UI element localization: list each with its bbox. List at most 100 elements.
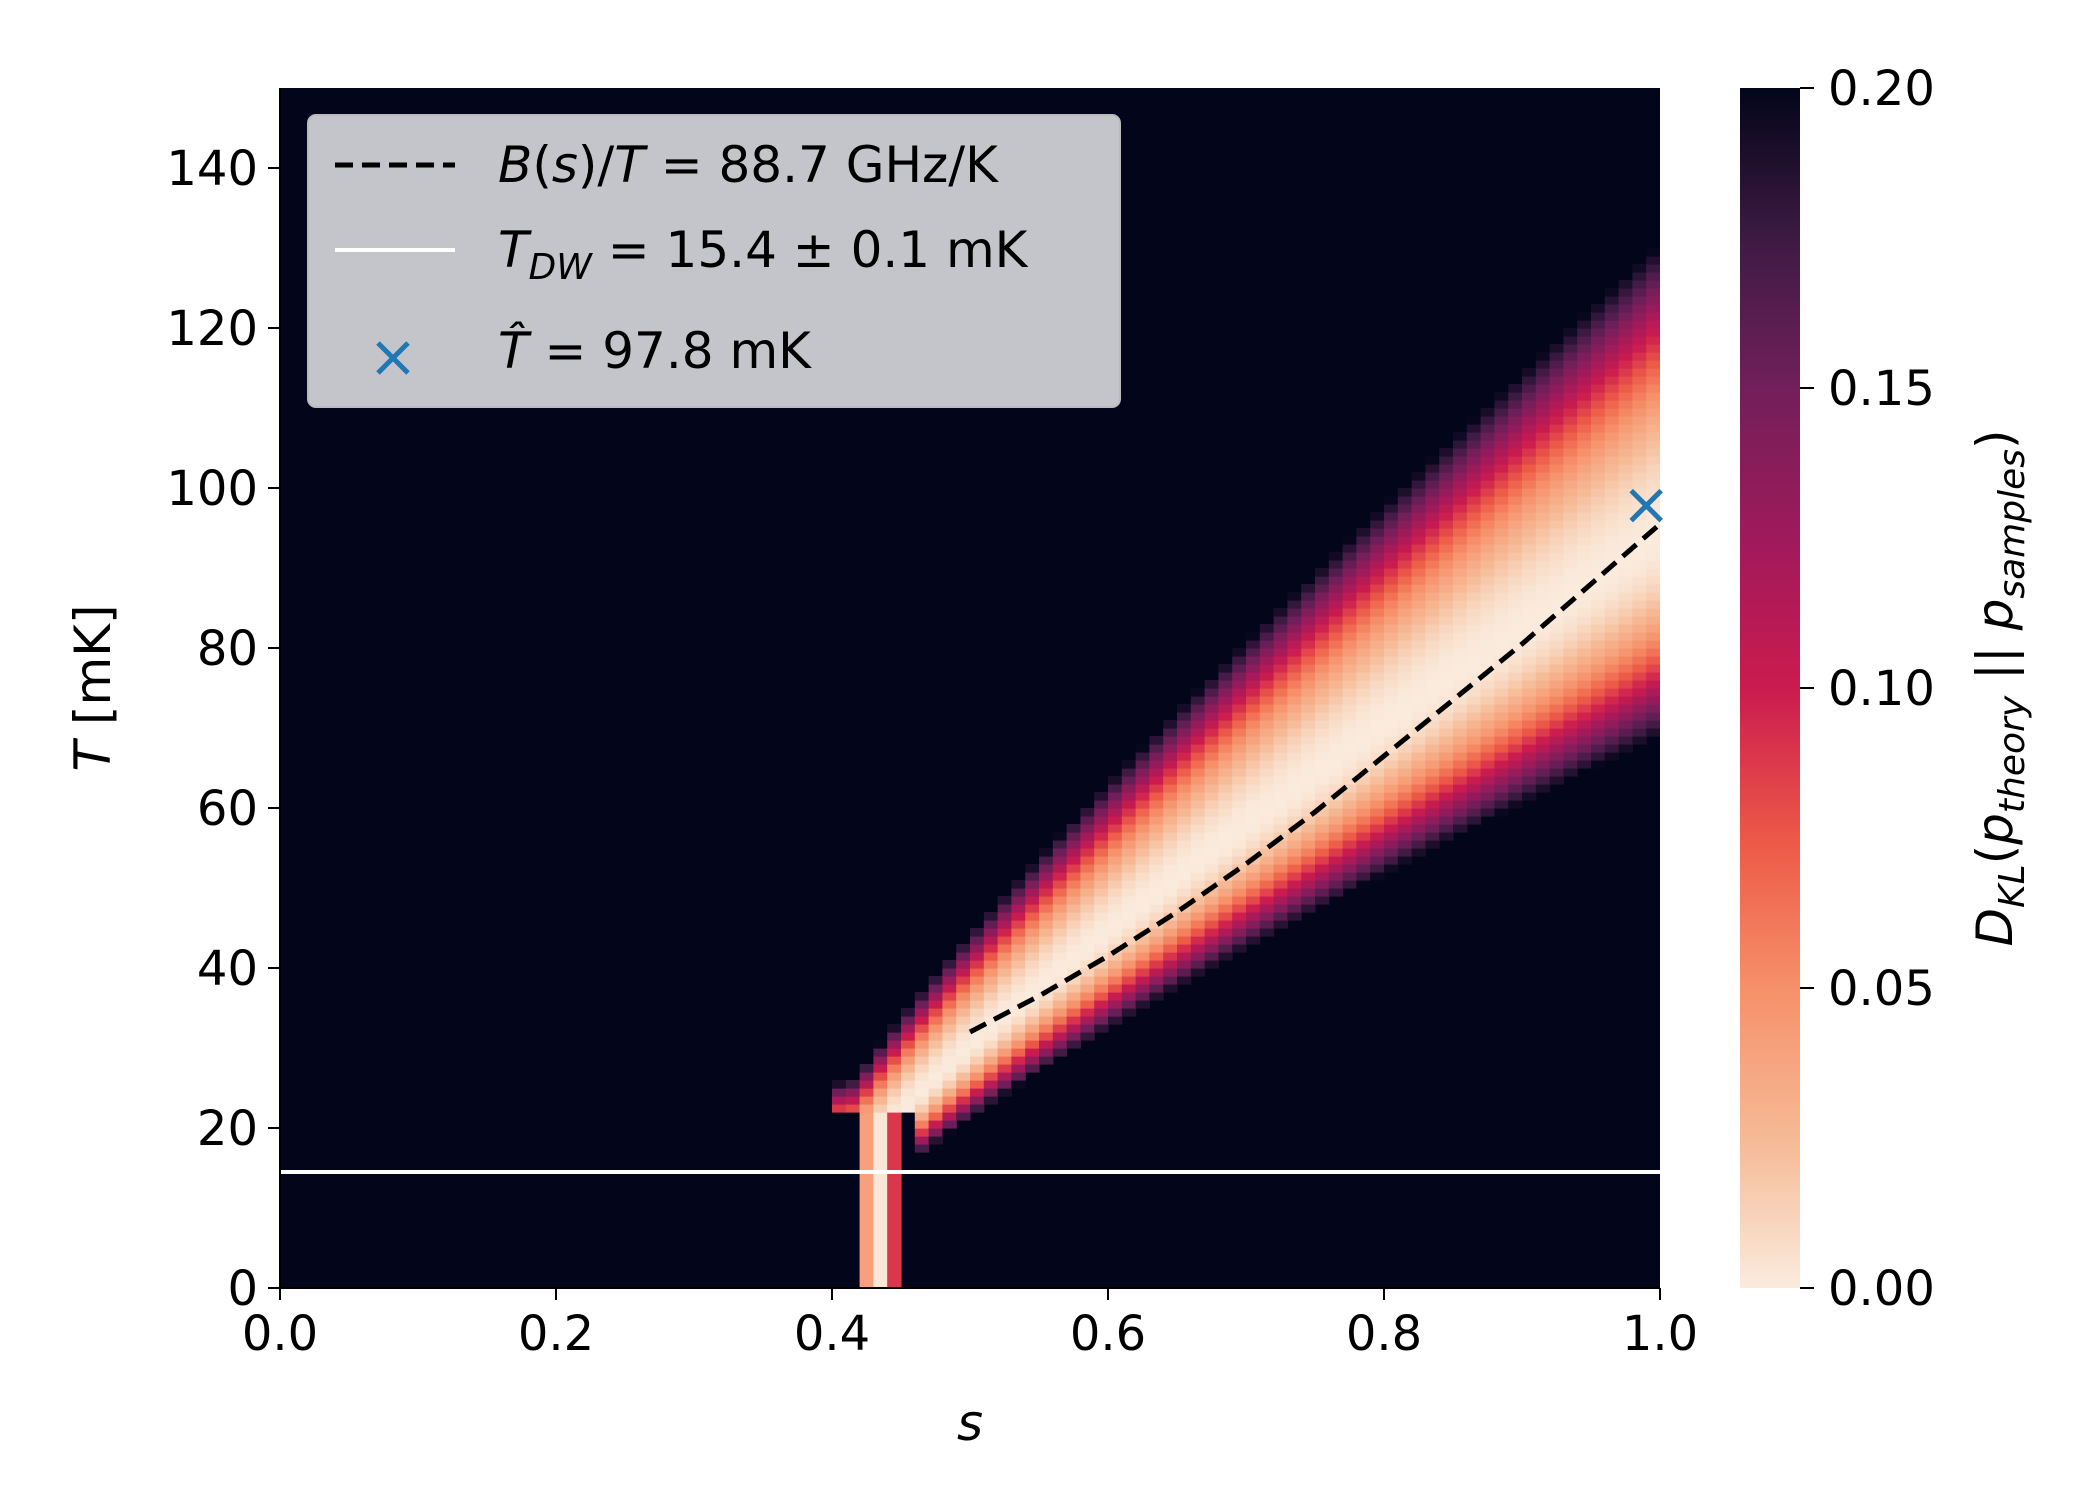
heatmap-cell: [928, 1040, 943, 1049]
heatmap-cell: [1453, 536, 1468, 545]
heatmap-cell: [997, 928, 1012, 937]
legend-entry-tdw: TDW = 15.4 ± 0.1 mK: [498, 221, 1029, 288]
x-axis-label: s: [957, 1394, 983, 1452]
heatmap-cell: [1094, 880, 1109, 889]
heatmap-cell: [1522, 760, 1537, 769]
heatmap-cell: [1149, 752, 1164, 761]
heatmap-cell: [1646, 688, 1660, 697]
heatmap-cell: [1259, 696, 1275, 705]
heatmap-cell: [1535, 392, 1551, 401]
heatmap-cell: [1466, 560, 1482, 569]
heatmap-cell: [1522, 640, 1537, 649]
heatmap-cell: [956, 984, 971, 993]
heatmap-cell: [1577, 368, 1592, 377]
heatmap-cell: [1011, 888, 1026, 897]
heatmap-cell: [1646, 248, 1660, 257]
heatmap-cell: [1453, 624, 1468, 633]
heatmap-cell: [1177, 976, 1192, 985]
heatmap-cell: [1370, 720, 1385, 729]
heatmap-cell: [1480, 808, 1495, 817]
heatmap-cell: [1273, 736, 1288, 745]
heatmap-cell: [1273, 776, 1288, 785]
heatmap-cell: [1425, 480, 1440, 489]
heatmap-cell: [1025, 904, 1040, 913]
heatmap-cell: [1508, 672, 1523, 681]
heatmap-cell: [1370, 560, 1385, 569]
heatmap-cell: [1190, 864, 1206, 873]
heatmap-cell: [1439, 832, 1454, 841]
heatmap-cell: [1287, 616, 1302, 625]
heatmap-cell: [1618, 712, 1633, 721]
heatmap-cell: [1039, 1000, 1054, 1009]
heatmap-cell: [1108, 904, 1123, 913]
heatmap-cell: [1190, 808, 1206, 817]
heatmap-cell: [1604, 408, 1620, 417]
heatmap-cell: [983, 1056, 999, 1065]
heatmap-cell: [997, 944, 1012, 953]
heatmap-cell: [1135, 976, 1150, 985]
heatmap-cell: [1563, 664, 1578, 673]
heatmap-cell: [1301, 712, 1316, 721]
heatmap-cell: [1425, 784, 1440, 793]
heatmap-cell: [1522, 376, 1537, 385]
heatmap-cell: [1522, 392, 1537, 401]
heatmap-cell: [1439, 568, 1454, 577]
heatmap-cell: [1315, 776, 1330, 785]
heatmap-cell: [1066, 984, 1081, 993]
heatmap-cell: [1356, 528, 1371, 537]
heatmap-cell: [1094, 928, 1109, 937]
heatmap-cell: [1397, 800, 1413, 809]
heatmap-cell: [1535, 440, 1551, 449]
heatmap-cell: [1315, 856, 1330, 865]
heatmap-cell: [914, 1000, 930, 1009]
heatmap-cell: [1135, 808, 1150, 817]
heatmap-cell: [1163, 984, 1178, 993]
heatmap-cell: [1466, 736, 1482, 745]
heatmap-cell: [1080, 936, 1095, 945]
heatmap-cell: [1135, 984, 1150, 993]
heatmap-cell: [1618, 576, 1633, 585]
heatmap-cell: [1563, 608, 1578, 617]
heatmap-cell: [1066, 840, 1081, 849]
heatmap-cell: [1591, 392, 1606, 401]
heatmap-cell: [1494, 752, 1509, 761]
heatmap-cell: [1632, 456, 1647, 465]
heatmap-cell: [1618, 568, 1633, 577]
heatmap-cell: [1604, 536, 1620, 545]
heatmap-cell: [1011, 1072, 1026, 1081]
heatmap-cell: [1508, 664, 1523, 673]
heatmap-cell: [1259, 648, 1275, 657]
heatmap-cell: [1370, 872, 1385, 881]
colorbar-tick-label: 0.05: [1828, 961, 1935, 1017]
heatmap-cell: [1177, 944, 1192, 953]
heatmap-cell: [1094, 984, 1109, 993]
heatmap-cell: [887, 1160, 902, 1169]
heatmap-cell: [1149, 760, 1164, 769]
heatmap-cell: [1591, 712, 1606, 721]
heatmap-cell: [1384, 832, 1399, 841]
heatmap-cell: [1356, 632, 1371, 641]
heatmap-cell: [1563, 520, 1578, 529]
heatmap-cell: [1259, 728, 1275, 737]
heatmap-cell: [956, 1104, 971, 1113]
heatmap-cell: [1632, 264, 1647, 273]
heatmap-cell: [1052, 992, 1068, 1001]
heatmap-cell: [1591, 512, 1606, 521]
heatmap-cell: [1066, 912, 1081, 921]
heatmap-cell: [1411, 624, 1426, 633]
heatmap-cell: [1066, 1032, 1081, 1041]
heatmap-cell: [1632, 608, 1647, 617]
heatmap-cell: [1370, 600, 1385, 609]
heatmap-cell: [1632, 488, 1647, 497]
heatmap-cell: [1246, 720, 1261, 729]
heatmap-cell: [1522, 648, 1537, 657]
heatmap-cell: [1190, 776, 1206, 785]
heatmap-cell: [1273, 784, 1288, 793]
heatmap-cell: [1384, 768, 1399, 777]
heatmap-cell: [1121, 992, 1137, 1001]
heatmap-cell: [1508, 616, 1523, 625]
heatmap-cell: [1039, 872, 1054, 881]
heatmap-cell: [1218, 944, 1233, 953]
heatmap-cell: [997, 976, 1012, 985]
heatmap-cell: [1632, 320, 1647, 329]
